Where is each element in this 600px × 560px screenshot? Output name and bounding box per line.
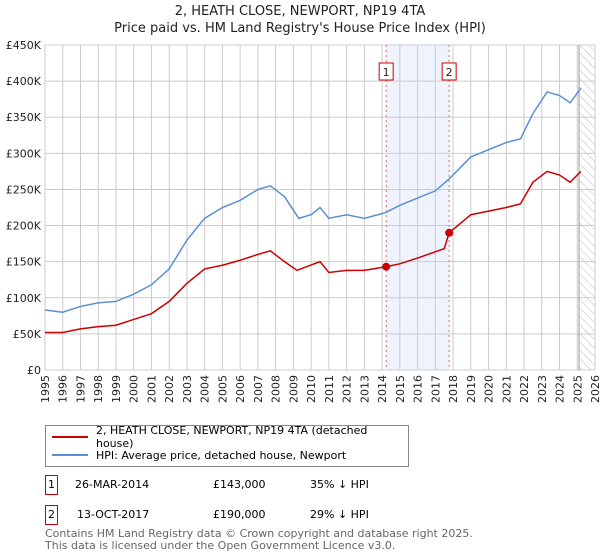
hpi-line — [44, 87, 582, 313]
legend-item-hpi: HPI: Average price, detached house, Newp… — [52, 447, 346, 463]
transaction-hpi: 35% ↓ HPI — [310, 478, 369, 491]
x-tick-label: 2006 — [234, 375, 247, 403]
price-chart: 1995 1996 1997 1998 1999 2000 2001 2002 2003 2004… — [6, 39, 600, 403]
legend: 2, HEATH CLOSE, NEWPORT, NP19 4TA (detac… — [45, 424, 409, 467]
x-tick-label: 2024 — [554, 375, 567, 403]
x-tick-label: 2010 — [305, 375, 318, 403]
x-tick-label: 1998 — [92, 375, 105, 403]
x-tick-label: 2002 — [163, 375, 176, 403]
x-tick-label: 2025 — [571, 375, 584, 403]
chart-title: 2, HEATH CLOSE, NEWPORT, NP19 4TA — [174, 4, 426, 19]
legend-item-property: 2, HEATH CLOSE, NEWPORT, NP19 4TA (detac… — [52, 424, 408, 450]
transaction-date: 26-MAR-2014 — [75, 478, 150, 491]
x-tick-label: 2016 — [412, 375, 425, 403]
footer-copyright: Contains HM Land Registry data © Crown c… — [45, 527, 473, 540]
x-tick-label: 2001 — [145, 375, 158, 403]
price-paid-line — [45, 170, 582, 334]
transaction-hpi: 29% ↓ HPI — [310, 508, 369, 521]
x-tick-label: 2011 — [323, 375, 336, 403]
chart-subtitle: Price paid vs. HM Land Registry's House … — [114, 21, 486, 36]
transaction-price: £143,000 — [213, 478, 266, 491]
x-tick-label: 2019 — [465, 375, 478, 403]
x-tick-label: 2017 — [429, 375, 442, 403]
x-tick-label: 2005 — [216, 375, 229, 403]
x-tick-label: 2007 — [252, 375, 265, 403]
blue-line-swatch — [52, 454, 88, 456]
transaction-price: £190,000 — [213, 508, 266, 521]
sale-point — [382, 262, 391, 271]
x-tick-label: 2013 — [358, 375, 371, 403]
x-tick-label: 2026 — [589, 375, 600, 403]
x-tick-label: 2018 — [447, 375, 460, 403]
y-tick-label: £100K — [6, 292, 42, 305]
x-tick-label: 1999 — [110, 375, 123, 403]
marker-badge: 2 — [45, 505, 58, 525]
sale-marker-label: 2 — [446, 66, 453, 79]
x-tick-label: 2012 — [341, 375, 354, 403]
transaction-row: 1 26-MAR-2014 £143,000 35% ↓ HPI — [45, 475, 465, 495]
x-tick-label: 1996 — [57, 375, 70, 403]
x-tick-label: 2000 — [128, 375, 141, 403]
x-tick-label: 2004 — [199, 375, 212, 403]
x-tick-label: 2003 — [181, 375, 194, 403]
footer: Contains HM Land Registry data © Crown c… — [45, 528, 473, 552]
sale-marker-box — [378, 62, 394, 81]
forecast-hatch — [579, 45, 595, 370]
sale-marker-box — [441, 62, 457, 81]
legend-label: 2, HEATH CLOSE, NEWPORT, NP19 4TA (detac… — [95, 424, 368, 450]
y-tick-label: £450K — [6, 39, 42, 52]
x-tick-label: 2014 — [376, 375, 389, 403]
red-line-swatch — [52, 436, 88, 438]
transaction-date: 13-OCT-2017 — [77, 508, 150, 521]
x-tick-label: 2008 — [270, 375, 283, 403]
y-tick-label: £0 — [27, 364, 41, 377]
y-tick-label: £200K — [6, 220, 42, 233]
legend-label: HPI: Average price, detached house, Newp… — [96, 448, 347, 462]
y-tick-label: £150K — [6, 256, 42, 269]
x-tick-label: 2022 — [518, 375, 531, 403]
x-tick-label: 2021 — [500, 375, 513, 403]
y-tick-label: £350K — [6, 111, 42, 124]
x-tick-label: 2023 — [536, 375, 549, 403]
y-tick-label: £50K — [13, 328, 42, 341]
y-tick-label: £250K — [6, 183, 42, 196]
y-tick-label: £400K — [6, 75, 42, 88]
marker-badge: 1 — [45, 475, 58, 495]
sale-marker-label: 1 — [383, 66, 390, 79]
y-tick-label: £300K — [6, 147, 42, 160]
x-tick-label: 1995 — [39, 375, 52, 403]
x-tick-label: 2020 — [483, 375, 496, 403]
sale-point — [445, 228, 454, 237]
x-tick-label: 1997 — [74, 375, 87, 403]
footer-licence: This data is licensed under the Open Gov… — [45, 539, 396, 552]
x-tick-label: 2009 — [287, 375, 300, 403]
transaction-row: 2 13-OCT-2017 £190,000 29% ↓ HPI — [45, 505, 465, 525]
x-tick-label: 2015 — [394, 375, 407, 403]
